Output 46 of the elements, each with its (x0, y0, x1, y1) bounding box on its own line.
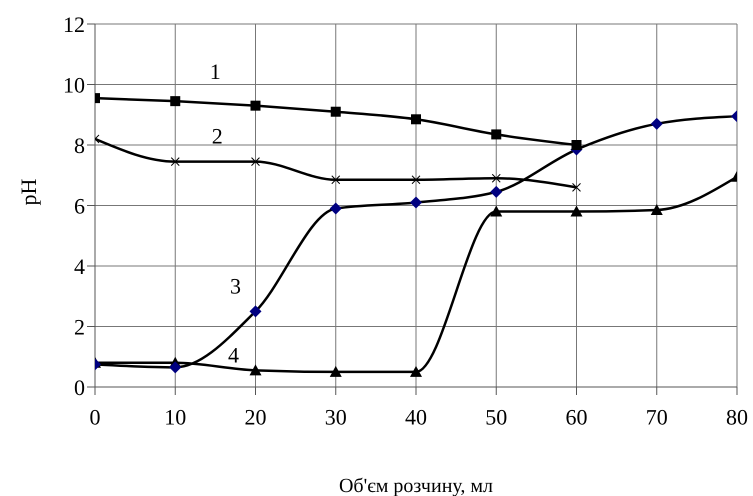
y-tick-label: 6 (74, 193, 85, 218)
point (330, 366, 342, 377)
point (410, 196, 422, 208)
x-tick-label: 80 (726, 404, 748, 430)
y-tick-label: 4 (74, 254, 85, 279)
point (330, 202, 342, 215)
point (169, 361, 182, 374)
point (250, 100, 260, 111)
x-tick-label: 20 (244, 404, 266, 430)
x-axis-title: Об'єм розчину, мл (338, 475, 494, 496)
point (170, 96, 180, 106)
point (411, 114, 421, 124)
point (331, 175, 340, 184)
series-label: 1 (210, 59, 221, 84)
series-label: 3 (230, 273, 241, 298)
point (170, 157, 180, 166)
point (570, 206, 582, 217)
y-tick-label: 12 (63, 12, 85, 37)
point (491, 129, 502, 140)
x-tick-label: 70 (646, 404, 668, 430)
x-tick-label: 30 (324, 404, 347, 430)
y-tick-label: 0 (74, 374, 85, 400)
point (572, 140, 582, 150)
point (650, 118, 663, 130)
point (492, 174, 501, 183)
point (251, 157, 260, 166)
x-tick-label: 40 (405, 404, 427, 430)
point (490, 206, 502, 217)
point (330, 106, 341, 117)
x-tick-label: 10 (164, 404, 186, 430)
point (250, 305, 262, 318)
x-tick-label: 60 (566, 404, 588, 430)
point (572, 182, 581, 192)
x-tick-label: 50 (485, 404, 508, 430)
y-tick-label: 10 (63, 72, 85, 98)
point (250, 364, 262, 376)
point (490, 186, 502, 198)
point (650, 204, 663, 216)
x-tick-label: 0 (90, 404, 100, 430)
y-tick-label: 8 (74, 132, 85, 158)
series-label: 4 (228, 342, 239, 368)
point (412, 175, 420, 184)
y-axis-title: pH (16, 178, 41, 206)
y-tick-label: 2 (74, 314, 85, 340)
point (410, 366, 422, 377)
series-label: 2 (212, 124, 223, 149)
